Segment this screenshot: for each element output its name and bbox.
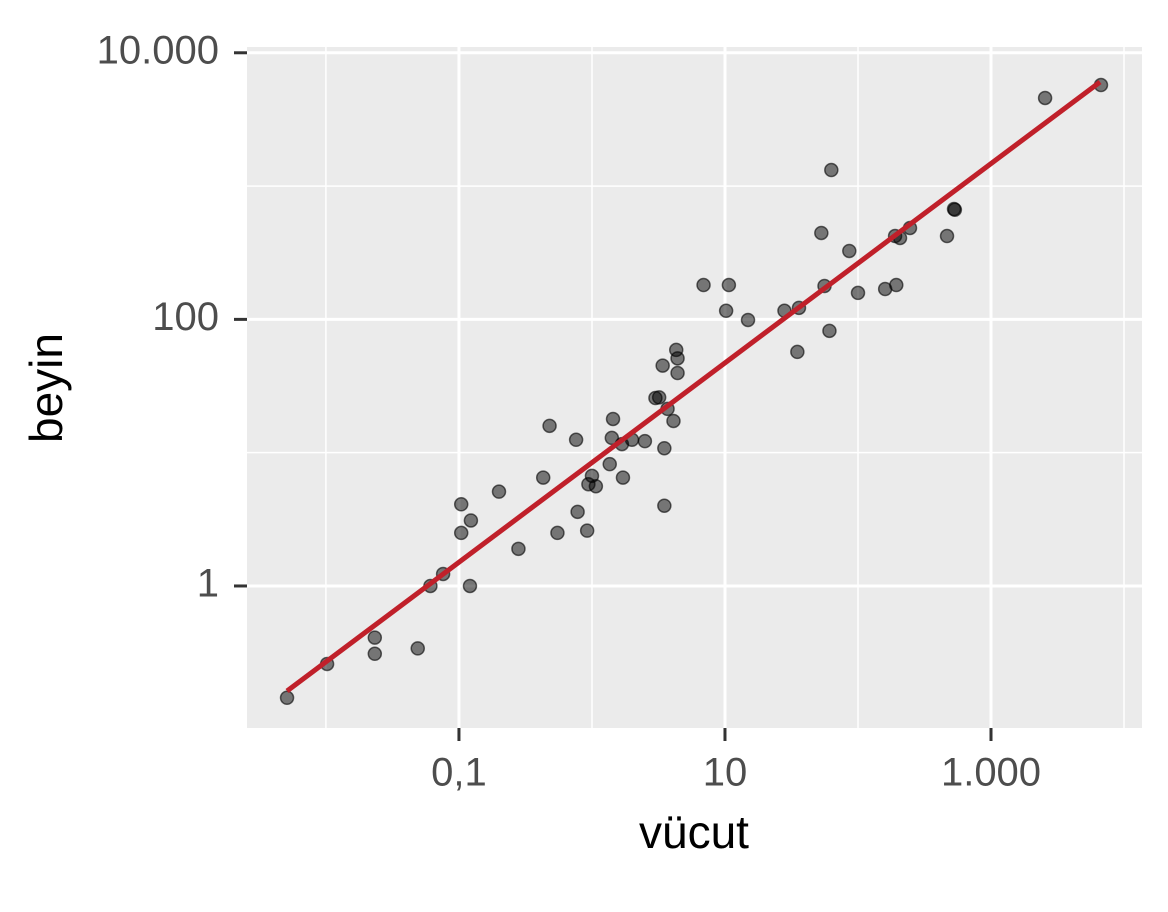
point xyxy=(651,390,667,405)
point xyxy=(491,484,507,499)
point xyxy=(568,432,584,448)
point xyxy=(670,365,685,381)
x-tick-label: 10 xyxy=(703,751,748,795)
point xyxy=(824,162,839,178)
point xyxy=(740,312,756,328)
y-tick-label: 100 xyxy=(152,295,219,339)
point xyxy=(947,202,963,217)
trend-line xyxy=(285,79,1102,693)
point xyxy=(657,440,672,456)
point xyxy=(666,413,681,429)
x-tick-label: 0,1 xyxy=(431,751,487,795)
point xyxy=(670,351,685,366)
point xyxy=(696,277,711,293)
point xyxy=(939,228,955,244)
point xyxy=(889,277,904,293)
point xyxy=(655,358,670,373)
point xyxy=(588,478,604,494)
point xyxy=(453,525,469,541)
point xyxy=(279,690,295,706)
grid xyxy=(247,47,1142,854)
point xyxy=(718,303,734,319)
point xyxy=(637,433,653,449)
point xyxy=(535,470,551,485)
point xyxy=(542,418,557,434)
point xyxy=(850,285,866,301)
point xyxy=(822,323,837,339)
point xyxy=(721,277,737,293)
point xyxy=(570,504,585,520)
point xyxy=(657,498,672,513)
x-tick-label: 1.000 xyxy=(941,751,1041,795)
point xyxy=(1037,90,1053,106)
point xyxy=(605,411,621,427)
y-tick-label: 10.000 xyxy=(97,28,219,72)
y-axis-title: beyin xyxy=(20,333,72,443)
point xyxy=(462,578,478,594)
point xyxy=(602,456,617,472)
point xyxy=(463,513,479,528)
point xyxy=(453,497,469,512)
point xyxy=(790,344,805,360)
point xyxy=(842,243,857,259)
point xyxy=(550,525,565,541)
point xyxy=(367,646,383,662)
point xyxy=(615,470,631,485)
x-axis-title: vücut xyxy=(639,806,749,858)
y-tick-label: 1 xyxy=(197,562,219,606)
marks xyxy=(279,77,1109,706)
point xyxy=(579,523,595,538)
point xyxy=(511,541,526,557)
point xyxy=(410,641,425,656)
point xyxy=(814,225,829,241)
point xyxy=(367,630,383,645)
